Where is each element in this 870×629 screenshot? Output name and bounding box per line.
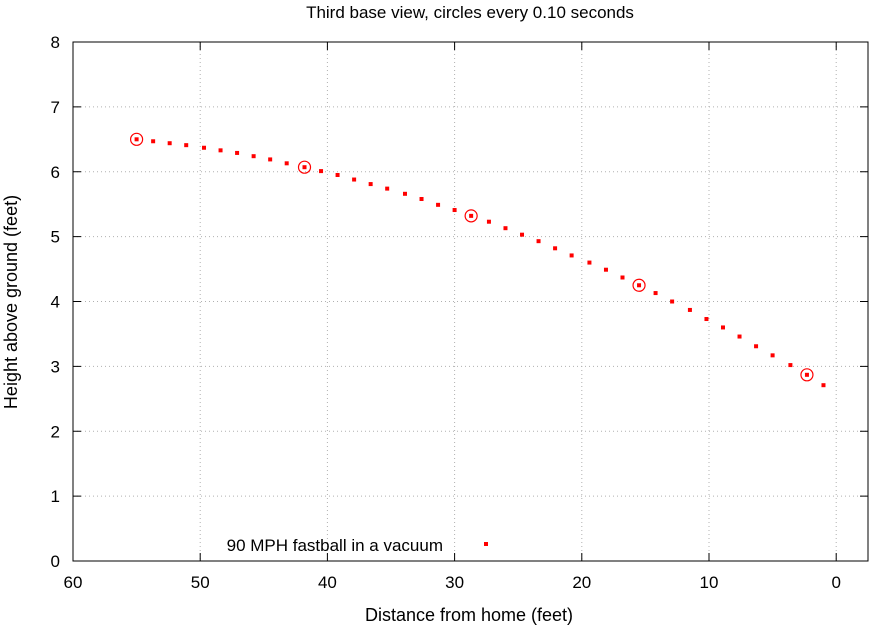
y-tick-label: 5 xyxy=(51,228,60,247)
chart-title: Third base view, circles every 0.10 seco… xyxy=(306,3,634,22)
y-tick-label: 4 xyxy=(51,293,60,312)
y-tick-label: 6 xyxy=(51,163,60,182)
data-point xyxy=(251,154,256,159)
legend-marker xyxy=(484,542,488,546)
x-tick-label: 60 xyxy=(64,573,83,592)
x-tick-label: 50 xyxy=(191,573,210,592)
y-axis-label: Height above ground (feet) xyxy=(1,195,21,409)
data-point xyxy=(603,267,608,272)
data-point xyxy=(670,299,675,304)
data-point xyxy=(151,139,156,144)
data-point xyxy=(637,283,642,288)
data-point xyxy=(302,165,307,170)
data-point xyxy=(469,213,474,218)
data-point xyxy=(368,182,373,187)
y-tick-label: 1 xyxy=(51,487,60,506)
data-point xyxy=(737,334,742,339)
data-point xyxy=(352,177,357,182)
data-point xyxy=(486,219,491,224)
data-point xyxy=(653,291,658,296)
time-circle xyxy=(800,368,814,382)
tick-labels: 60 50 40 30 20 10 0 0 1 2 3 4 5 6 7 8 xyxy=(51,33,841,592)
data-point xyxy=(335,172,340,177)
y-tick-label: 8 xyxy=(51,33,60,52)
data-point xyxy=(704,317,709,322)
plot-frame xyxy=(72,41,869,562)
x-tick-label: 10 xyxy=(700,573,719,592)
data-point xyxy=(553,246,558,251)
data-point xyxy=(202,145,207,150)
data-point xyxy=(520,232,525,237)
axis-ticks xyxy=(72,41,868,562)
x-axis-label: Distance from home (feet) xyxy=(365,605,573,625)
legend: 90 MPH fastball in a vacuum xyxy=(227,536,488,555)
data-point xyxy=(385,186,390,191)
y-tick-label: 7 xyxy=(51,98,60,117)
data-point xyxy=(754,344,759,349)
data-point xyxy=(620,275,625,280)
time-circle xyxy=(297,160,312,174)
data-point xyxy=(235,150,240,155)
data-point xyxy=(788,363,793,368)
data-point xyxy=(720,325,725,330)
data-point xyxy=(167,141,172,146)
data-point xyxy=(402,191,407,196)
data-point xyxy=(218,148,223,153)
x-tick-label: 30 xyxy=(445,573,464,592)
time-circle xyxy=(464,209,478,223)
data-point xyxy=(184,143,189,148)
data-point xyxy=(770,353,775,358)
y-tick-label: 0 xyxy=(51,552,60,571)
x-tick-label: 0 xyxy=(831,573,840,592)
data-point xyxy=(284,161,289,166)
data-point xyxy=(268,157,273,162)
data-point xyxy=(503,226,508,231)
data-point xyxy=(536,239,541,244)
data-point xyxy=(134,137,139,142)
data-point xyxy=(319,169,324,174)
data-point xyxy=(419,196,424,201)
x-tick-label: 40 xyxy=(318,573,337,592)
time-circle xyxy=(632,278,646,292)
data-marks xyxy=(130,132,826,388)
y-tick-label: 2 xyxy=(51,422,60,441)
data-point xyxy=(436,202,441,207)
data-point xyxy=(452,208,457,213)
time-circle xyxy=(130,132,144,146)
data-point xyxy=(569,253,574,258)
x-tick-label: 20 xyxy=(572,573,591,592)
data-point xyxy=(804,372,809,377)
data-point xyxy=(821,383,826,388)
data-point xyxy=(687,307,692,312)
data-point xyxy=(587,260,592,265)
y-tick-label: 3 xyxy=(51,357,60,376)
grid xyxy=(73,42,868,561)
legend-label: 90 MPH fastball in a vacuum xyxy=(227,536,443,555)
